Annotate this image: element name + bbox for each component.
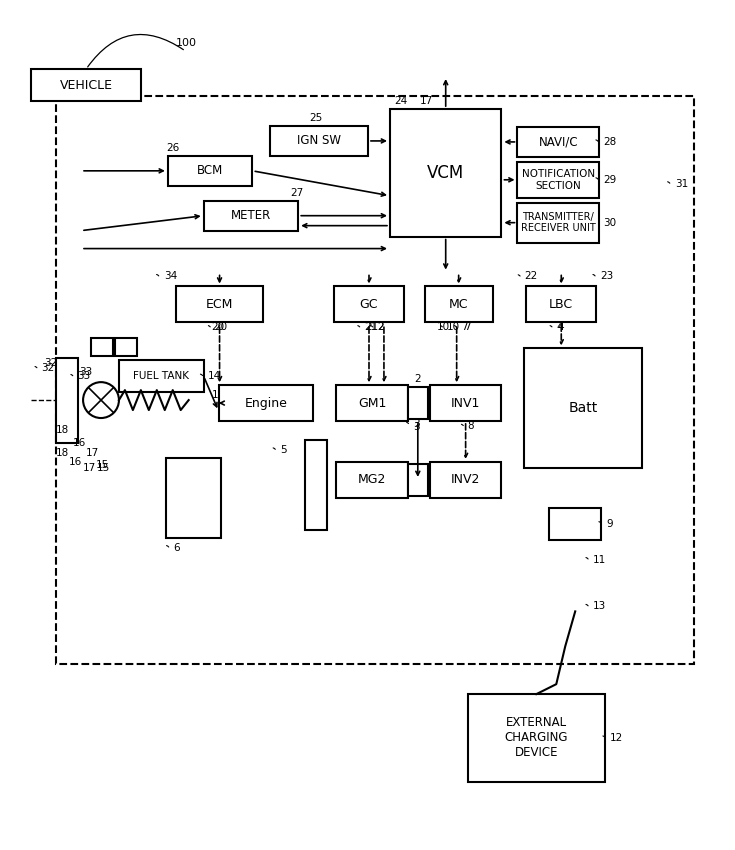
Bar <box>430 462 501 498</box>
Text: 7: 7 <box>461 322 467 332</box>
Bar <box>56 96 694 664</box>
Text: 33: 33 <box>77 371 90 381</box>
Bar <box>56 358 78 443</box>
Text: MC: MC <box>449 298 468 311</box>
Text: 24: 24 <box>394 96 407 106</box>
Bar <box>270 126 368 156</box>
Text: 2: 2 <box>377 322 384 332</box>
Text: 3: 3 <box>413 419 420 429</box>
Text: VEHICLE: VEHICLE <box>60 78 112 92</box>
Text: FUEL TANK: FUEL TANK <box>133 371 190 381</box>
Text: 8: 8 <box>467 421 474 431</box>
Text: 22: 22 <box>524 271 538 281</box>
Text: METER: METER <box>231 209 271 222</box>
Bar <box>218 385 313 421</box>
Text: INV2: INV2 <box>451 473 480 486</box>
Text: 21: 21 <box>365 322 379 332</box>
Bar <box>336 462 408 498</box>
Text: 14: 14 <box>207 371 220 381</box>
Text: 34: 34 <box>164 271 177 281</box>
Bar <box>390 109 501 236</box>
Text: BCM: BCM <box>197 164 223 178</box>
Bar <box>115 338 137 356</box>
Text: 5: 5 <box>280 445 287 455</box>
Text: Engine: Engine <box>245 397 287 410</box>
Text: 4: 4 <box>557 322 564 332</box>
Bar <box>430 385 501 421</box>
Text: 2: 2 <box>414 374 420 384</box>
Text: 29: 29 <box>603 175 617 184</box>
Text: 4: 4 <box>556 322 563 332</box>
Text: 17: 17 <box>86 448 99 458</box>
Bar <box>32 69 141 101</box>
Text: TRANSMITTER/
RECEIVER UNIT: TRANSMITTER/ RECEIVER UNIT <box>521 212 595 234</box>
Text: 17: 17 <box>420 96 433 106</box>
Text: 15: 15 <box>96 460 110 470</box>
Text: GM1: GM1 <box>358 397 386 410</box>
Bar <box>334 286 404 322</box>
Text: GC: GC <box>359 298 379 311</box>
Text: 31: 31 <box>675 178 688 189</box>
Text: 100: 100 <box>176 38 197 48</box>
Bar <box>467 694 605 782</box>
Text: MG2: MG2 <box>358 473 386 486</box>
Text: 9: 9 <box>606 518 613 529</box>
Bar <box>517 203 599 242</box>
Text: 32: 32 <box>41 363 54 373</box>
Text: 17: 17 <box>83 463 96 473</box>
Bar <box>204 201 298 230</box>
Text: 28: 28 <box>603 137 617 147</box>
Text: ECM: ECM <box>206 298 233 311</box>
Text: 13: 13 <box>593 602 606 611</box>
Text: 11: 11 <box>593 554 606 564</box>
Text: 6: 6 <box>173 542 180 552</box>
Text: 18: 18 <box>56 448 69 458</box>
Text: LBC: LBC <box>549 298 573 311</box>
Bar <box>408 387 428 419</box>
Text: 20: 20 <box>212 322 225 332</box>
Text: EXTERNAL
CHARGING
DEVICE: EXTERNAL CHARGING DEVICE <box>505 717 568 759</box>
Text: 20: 20 <box>215 322 228 332</box>
Bar <box>524 348 642 468</box>
Text: 27: 27 <box>290 188 304 198</box>
Text: 33: 33 <box>79 367 93 377</box>
Bar <box>408 464 428 496</box>
Bar <box>517 162 599 198</box>
Bar <box>119 360 204 392</box>
Text: NAVI/C: NAVI/C <box>539 135 578 149</box>
Text: IGN SW: IGN SW <box>297 134 341 147</box>
Text: VCM: VCM <box>427 164 465 182</box>
Text: 16: 16 <box>69 457 82 467</box>
Bar <box>549 507 601 540</box>
Text: 30: 30 <box>603 218 616 228</box>
Text: INV1: INV1 <box>451 397 480 410</box>
Text: 32: 32 <box>44 358 57 368</box>
Text: 26: 26 <box>166 143 179 153</box>
Text: 12: 12 <box>610 733 623 743</box>
Bar <box>517 127 599 157</box>
Bar <box>91 338 113 356</box>
Bar <box>168 156 252 186</box>
Text: 15: 15 <box>97 463 110 473</box>
Text: 10: 10 <box>447 322 460 332</box>
Text: 23: 23 <box>600 271 614 281</box>
Bar <box>336 385 408 421</box>
Bar <box>305 440 327 530</box>
Bar <box>425 286 492 322</box>
Bar <box>166 458 220 538</box>
Bar <box>526 286 596 322</box>
Text: 25: 25 <box>309 113 323 123</box>
Text: 21: 21 <box>364 322 377 332</box>
Bar <box>176 286 263 322</box>
Text: Batt: Batt <box>569 401 598 415</box>
Text: NOTIFICATION
SECTION: NOTIFICATION SECTION <box>522 169 595 190</box>
Text: 18: 18 <box>56 425 69 435</box>
Text: 3: 3 <box>413 422 420 432</box>
Text: 1: 1 <box>212 390 218 400</box>
Text: 16: 16 <box>73 438 87 448</box>
Text: 10: 10 <box>437 322 450 332</box>
Text: 2: 2 <box>377 322 384 332</box>
Text: 7: 7 <box>464 322 470 332</box>
